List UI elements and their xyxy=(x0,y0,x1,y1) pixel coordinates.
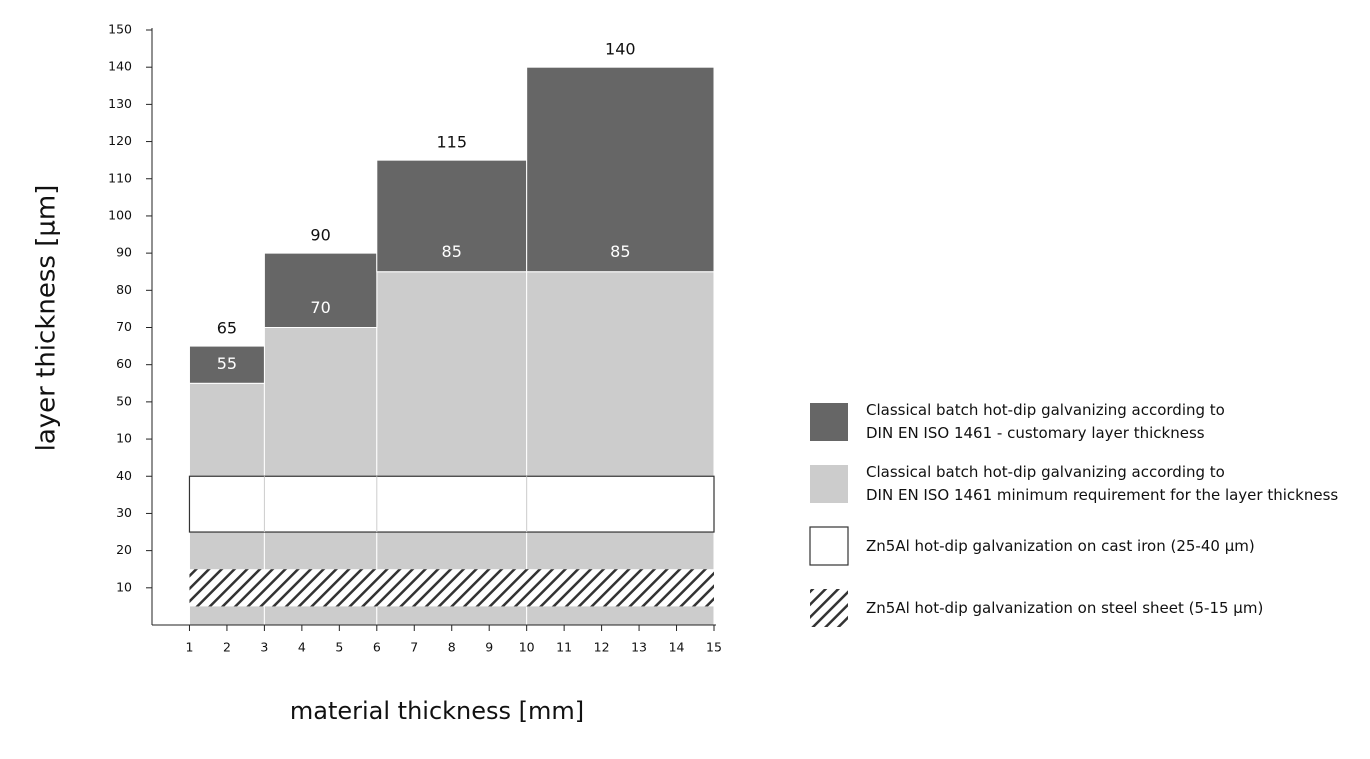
value-label: 65 xyxy=(217,319,237,338)
y-tick-label: 10 xyxy=(116,579,132,594)
legend-label: Classical batch hot-dip galvanizing acco… xyxy=(866,463,1339,504)
y-tick-label: 130 xyxy=(108,96,132,111)
y-tick-label: 110 xyxy=(108,170,132,185)
y-tick-label: 80 xyxy=(116,282,132,297)
x-tick-label: 15 xyxy=(706,640,722,655)
x-tick-label: 4 xyxy=(298,640,306,655)
x-tick-label: 2 xyxy=(223,640,231,655)
legend-swatch xyxy=(810,465,848,503)
x-tick-label: 14 xyxy=(669,640,685,655)
x-tick-label: 8 xyxy=(448,640,456,655)
x-tick-label: 3 xyxy=(260,640,268,655)
y-tick-label: 40 xyxy=(116,468,132,483)
x-tick-label: 11 xyxy=(556,640,572,655)
customary-area xyxy=(376,159,528,273)
value-label: 70 xyxy=(310,298,330,317)
y-axis-title: layer thickness [µm] xyxy=(32,185,62,452)
legend-label: Zn5Al hot-dip galvanization on cast iron… xyxy=(866,536,1255,555)
x-axis-title: material thickness [mm] xyxy=(290,697,584,725)
x-tick-label: 10 xyxy=(519,640,535,655)
x-tick-label: 7 xyxy=(410,640,418,655)
y-tick-label: 50 xyxy=(116,393,132,408)
value-label: 55 xyxy=(217,354,237,373)
y-tick-label: 30 xyxy=(116,505,132,520)
x-tick-label: 6 xyxy=(373,640,381,655)
legend-swatch xyxy=(810,403,848,441)
x-tick-label: 12 xyxy=(594,640,610,655)
customary-area xyxy=(188,345,265,384)
legend-swatch xyxy=(810,589,848,627)
value-label: 115 xyxy=(436,133,467,152)
y-tick-label: 140 xyxy=(108,59,132,74)
y-tick-label: 60 xyxy=(116,356,132,371)
legend-label: Zn5Al hot-dip galvanization on steel she… xyxy=(866,598,1264,617)
y-tick-label: 90 xyxy=(116,245,132,260)
customary-area xyxy=(263,252,378,328)
value-label: 90 xyxy=(310,226,330,245)
y-tick-label: 20 xyxy=(116,542,132,557)
x-tick-label: 13 xyxy=(631,640,647,655)
band xyxy=(189,569,714,607)
y-tick-label: 120 xyxy=(108,133,132,148)
band xyxy=(188,475,715,533)
y-tick-label: 10 xyxy=(116,431,132,446)
value-label: 140 xyxy=(605,40,636,59)
y-tick-label: 100 xyxy=(108,207,132,222)
x-tick-label: 1 xyxy=(185,640,193,655)
legend-swatch xyxy=(809,526,849,566)
y-tick-label: 70 xyxy=(116,319,132,334)
value-label: 85 xyxy=(442,242,462,261)
customary-area xyxy=(526,66,715,273)
value-label: 85 xyxy=(610,242,630,261)
min-area xyxy=(526,271,715,626)
x-tick-label: 9 xyxy=(485,640,493,655)
legend-label: Classical batch hot-dip galvanizing acco… xyxy=(866,401,1225,442)
x-tick-label: 5 xyxy=(335,640,343,655)
y-tick-label: 150 xyxy=(108,22,132,37)
